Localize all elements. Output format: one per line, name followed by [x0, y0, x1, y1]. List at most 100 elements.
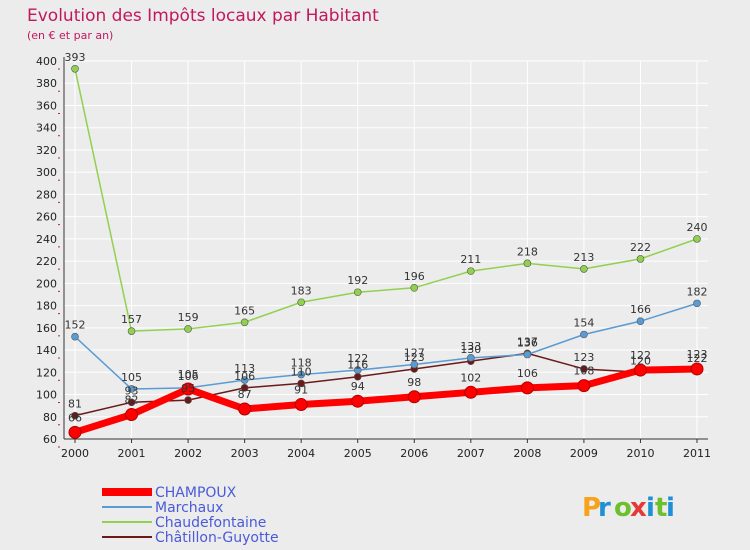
- data-label: 192: [347, 274, 368, 287]
- data-point: [297, 298, 305, 307]
- data-point: [351, 394, 365, 408]
- data-point: [181, 382, 195, 396]
- data-point: [580, 365, 588, 373]
- data-point: [125, 408, 139, 422]
- y-tick-label: 140: [36, 344, 57, 357]
- data-label: 98: [407, 376, 421, 389]
- data-label: 127: [404, 347, 425, 360]
- data-label: 120: [630, 354, 651, 367]
- data-label: 123: [573, 351, 594, 364]
- data-label: 166: [630, 303, 651, 316]
- data-label: 123: [404, 351, 425, 364]
- x-tick-label: 2007: [457, 447, 485, 460]
- y-tick-label: 360: [36, 99, 57, 112]
- y-tick-label: 180: [36, 300, 57, 313]
- data-point: [68, 425, 82, 439]
- data-label: 87: [238, 388, 252, 401]
- logo-letter: i: [666, 493, 675, 523]
- data-point: [240, 318, 249, 327]
- y-tick-label: 320: [36, 144, 57, 157]
- x-tick-label: 2008: [513, 447, 541, 460]
- y-tick-label: 80: [43, 411, 57, 424]
- y-tick-label: 160: [36, 322, 57, 335]
- data-point: [184, 396, 192, 404]
- data-label: 393: [65, 51, 86, 64]
- data-label: 95: [181, 382, 195, 395]
- data-point: [407, 390, 421, 404]
- data-point: [71, 411, 79, 420]
- legend-label: CHAMPOUX: [155, 485, 237, 501]
- data-label: 122: [687, 352, 708, 365]
- data-point: [580, 265, 588, 273]
- x-tick-label: 2000: [61, 447, 89, 460]
- logo-letter: P: [582, 493, 601, 523]
- data-label: 154: [573, 316, 594, 329]
- data-label: 157: [121, 313, 142, 326]
- legend-label: Marchaux: [155, 500, 223, 516]
- data-point: [240, 376, 249, 384]
- data-point: [184, 325, 192, 333]
- data-label: 102: [460, 371, 481, 384]
- x-tick-label: 2004: [287, 447, 315, 460]
- y-tick-label: 260: [36, 211, 57, 224]
- data-label: 222: [630, 241, 651, 254]
- data-point: [467, 267, 475, 275]
- data-label: 152: [65, 319, 86, 332]
- y-tick-label: 300: [36, 166, 57, 179]
- chart-subtitle: (en € et par an): [27, 29, 113, 42]
- data-point: [238, 402, 252, 416]
- data-point: [636, 317, 645, 325]
- legend-label: Châtillon-Guyotte: [155, 530, 279, 546]
- proxiti-logo: Pr ox i ti: [582, 493, 675, 523]
- data-label: 110: [291, 365, 312, 378]
- data-label: 137: [517, 335, 538, 348]
- data-label: 105: [178, 368, 199, 381]
- data-point: [297, 379, 305, 388]
- data-label: 133: [460, 340, 481, 353]
- data-label: 118: [291, 357, 312, 370]
- y-tick-label: 120: [36, 366, 57, 379]
- data-label: 93: [125, 384, 139, 397]
- y-tick-label: 100: [36, 389, 57, 402]
- y-tick-label: 60: [43, 433, 57, 446]
- data-point: [353, 372, 362, 381]
- data-label: 122: [630, 349, 651, 362]
- logo-letter: x: [630, 493, 647, 523]
- series-line: [74, 302, 698, 390]
- x-tick-label: 2001: [118, 447, 146, 460]
- data-label: 108: [573, 365, 594, 378]
- data-label: 116: [347, 359, 368, 372]
- data-label: 94: [351, 380, 365, 393]
- data-label: 136: [517, 337, 538, 350]
- x-tick-label: 2005: [344, 447, 372, 460]
- data-label: 211: [460, 253, 481, 266]
- y-tick-label: 240: [36, 233, 57, 246]
- data-label: 106: [517, 367, 538, 380]
- data-point: [580, 330, 588, 339]
- data-point: [127, 327, 136, 335]
- data-label: 106: [234, 370, 255, 383]
- data-point: [127, 385, 136, 393]
- data-label: 106: [178, 370, 199, 383]
- x-tick-label: 2002: [174, 447, 202, 460]
- data-label: 82: [125, 394, 139, 407]
- y-tick-label: 280: [36, 188, 57, 201]
- logo-letter: o: [614, 493, 632, 523]
- data-point: [520, 381, 534, 395]
- x-tick-label: 2009: [570, 447, 598, 460]
- data-point: [636, 255, 645, 263]
- data-point: [410, 360, 419, 369]
- data-label: 113: [234, 362, 255, 375]
- chart-title: Evolution des Impôts locaux par Habitant: [27, 6, 379, 26]
- x-tick-labels: 2000 2001 2002 2003 2004 2005 2006 2007 2008 2009…: [61, 447, 711, 460]
- data-point: [523, 259, 532, 268]
- data-point: [467, 354, 475, 362]
- y-tick-label: 340: [36, 122, 57, 135]
- data-label: 130: [460, 343, 481, 356]
- y-tick-label: 220: [36, 255, 57, 268]
- data-point: [577, 379, 591, 393]
- data-point: [633, 363, 647, 377]
